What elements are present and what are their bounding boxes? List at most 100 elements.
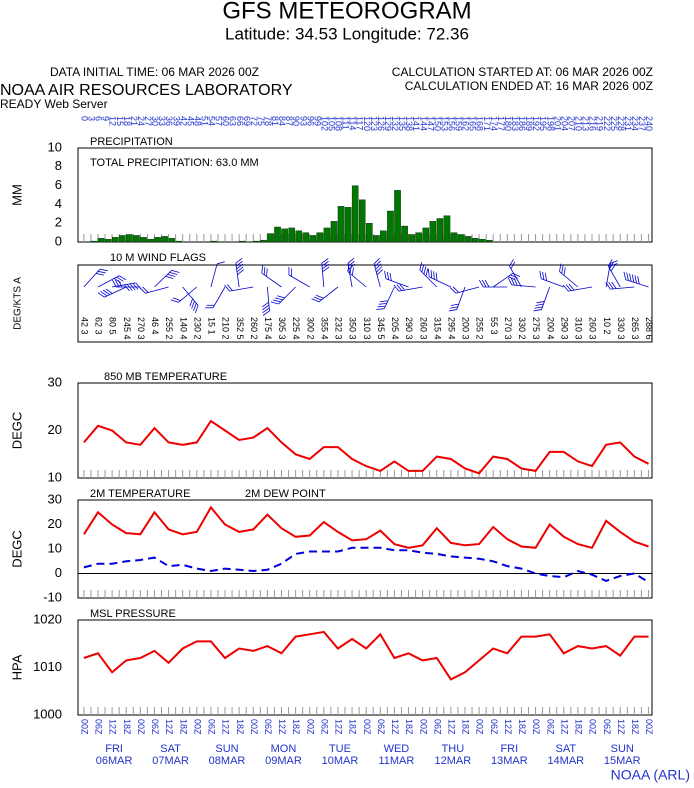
precip-bar (330, 221, 338, 243)
barb-staff (398, 286, 423, 292)
time-label: 12Z (446, 719, 456, 735)
barb-staff (373, 263, 381, 288)
hour-label: 207 (566, 116, 576, 131)
time-label: 00Z (418, 719, 428, 735)
y-tick-label: 10 (48, 469, 62, 484)
hour-label: 39 (171, 116, 181, 126)
wind-barb (261, 286, 270, 316)
hour-label: 111 (341, 116, 351, 130)
barb-feather (610, 260, 618, 264)
barb-staff (419, 269, 438, 288)
day-date: 08MAR (209, 755, 246, 767)
calc-ended: CALCULATION ENDED AT: 16 MAR 2026 00Z (405, 79, 653, 93)
day-date: 13MAR (491, 755, 528, 767)
wind-barb (205, 286, 226, 309)
y-tick-label: 0 (55, 233, 62, 248)
day-name: TUE (329, 743, 351, 755)
barb-feather (374, 260, 381, 267)
barb-feather (421, 264, 425, 273)
barb-feather (261, 265, 263, 274)
barb-staff (182, 286, 199, 306)
lab-name: NOAA AIR RESOURCES LABORATORY (0, 82, 293, 99)
barb-staff (347, 271, 367, 288)
hour-label: 237 (637, 116, 647, 131)
hour-label: 33 (157, 116, 167, 126)
wind-barb (419, 262, 438, 288)
barb-feather (227, 284, 233, 291)
barb-feather (389, 272, 392, 281)
y-tick-label: 30 (48, 374, 62, 389)
barb-feather (165, 275, 174, 279)
wind-label: 300 2 (305, 317, 315, 340)
barb-feather (224, 284, 230, 292)
precip-bar (366, 223, 373, 243)
hour-label: 198 (545, 116, 555, 131)
barb-feather (536, 301, 545, 304)
barb-feather (449, 287, 457, 294)
barb-feather (132, 283, 139, 290)
wind-barb (97, 286, 127, 298)
data-initial: DATA INITIAL TIME: 06 MAR 2026 00Z (50, 65, 259, 79)
hour-label: 18 (122, 116, 132, 126)
barb-feather (425, 268, 429, 277)
barb-staff (104, 286, 127, 298)
hour-label: 153 (439, 116, 449, 131)
footer: NOAA (ARL) (611, 767, 690, 783)
barb-feather (376, 266, 383, 273)
wind-barb (605, 281, 635, 290)
hour-label: 42 (178, 116, 188, 126)
barb-staff (278, 286, 296, 305)
hour-label: 108 (334, 116, 344, 131)
barb-staff (559, 271, 579, 288)
hour-label: 141 (411, 116, 421, 131)
wind-barb (607, 259, 621, 288)
wind-label: 330 2 (517, 317, 527, 340)
barb-feather (544, 272, 548, 281)
wind-label: 225 4 (291, 317, 301, 340)
panel-title: MSL PRESSURE (90, 608, 176, 620)
hour-label: 138 (404, 116, 414, 131)
barb-staff (625, 279, 649, 288)
barb-staff (607, 266, 621, 288)
precip-bar (161, 236, 168, 243)
barb-staff (455, 286, 480, 294)
barb-feather (510, 261, 516, 269)
precip-bar (253, 240, 260, 243)
barb-feather (559, 263, 562, 272)
y-tick-label: 0 (55, 565, 62, 580)
day-name: FRI (105, 743, 123, 755)
barb-staff (212, 286, 226, 308)
series-line (83, 630, 649, 681)
barb-feather (507, 277, 513, 286)
hour-label: 99 (312, 116, 322, 126)
day-name: MON (271, 743, 297, 755)
barb-feather (172, 297, 181, 301)
y-axis-label: HPA (9, 654, 24, 680)
time-label: 00Z (362, 719, 372, 735)
wind-barb (311, 286, 339, 303)
time-label: 00Z (136, 719, 146, 735)
wind-barb (539, 270, 564, 288)
hour-label: 189 (524, 116, 534, 131)
barb-staff (428, 276, 452, 288)
wind-label: 350 3 (348, 317, 358, 340)
wind-label: 42 3 (80, 317, 90, 335)
precip-bar (436, 218, 444, 243)
barb-feather (237, 269, 244, 275)
time-label: 18Z (517, 719, 527, 735)
barb-staff (266, 286, 270, 311)
hour-label: 69 (242, 116, 252, 126)
hour-label: 234 (630, 116, 640, 131)
precip-bar (147, 239, 154, 243)
barb-staff (321, 263, 325, 288)
panel-frame (77, 499, 653, 599)
hour-label: 93 (298, 116, 308, 126)
barb-feather (262, 304, 270, 311)
barb-staff (154, 270, 172, 288)
barb-feather (396, 284, 403, 291)
barb-feather (378, 303, 387, 305)
hour-label: 48 (192, 116, 202, 126)
hour-label: 219 (595, 116, 605, 131)
precip-bar (111, 237, 119, 243)
